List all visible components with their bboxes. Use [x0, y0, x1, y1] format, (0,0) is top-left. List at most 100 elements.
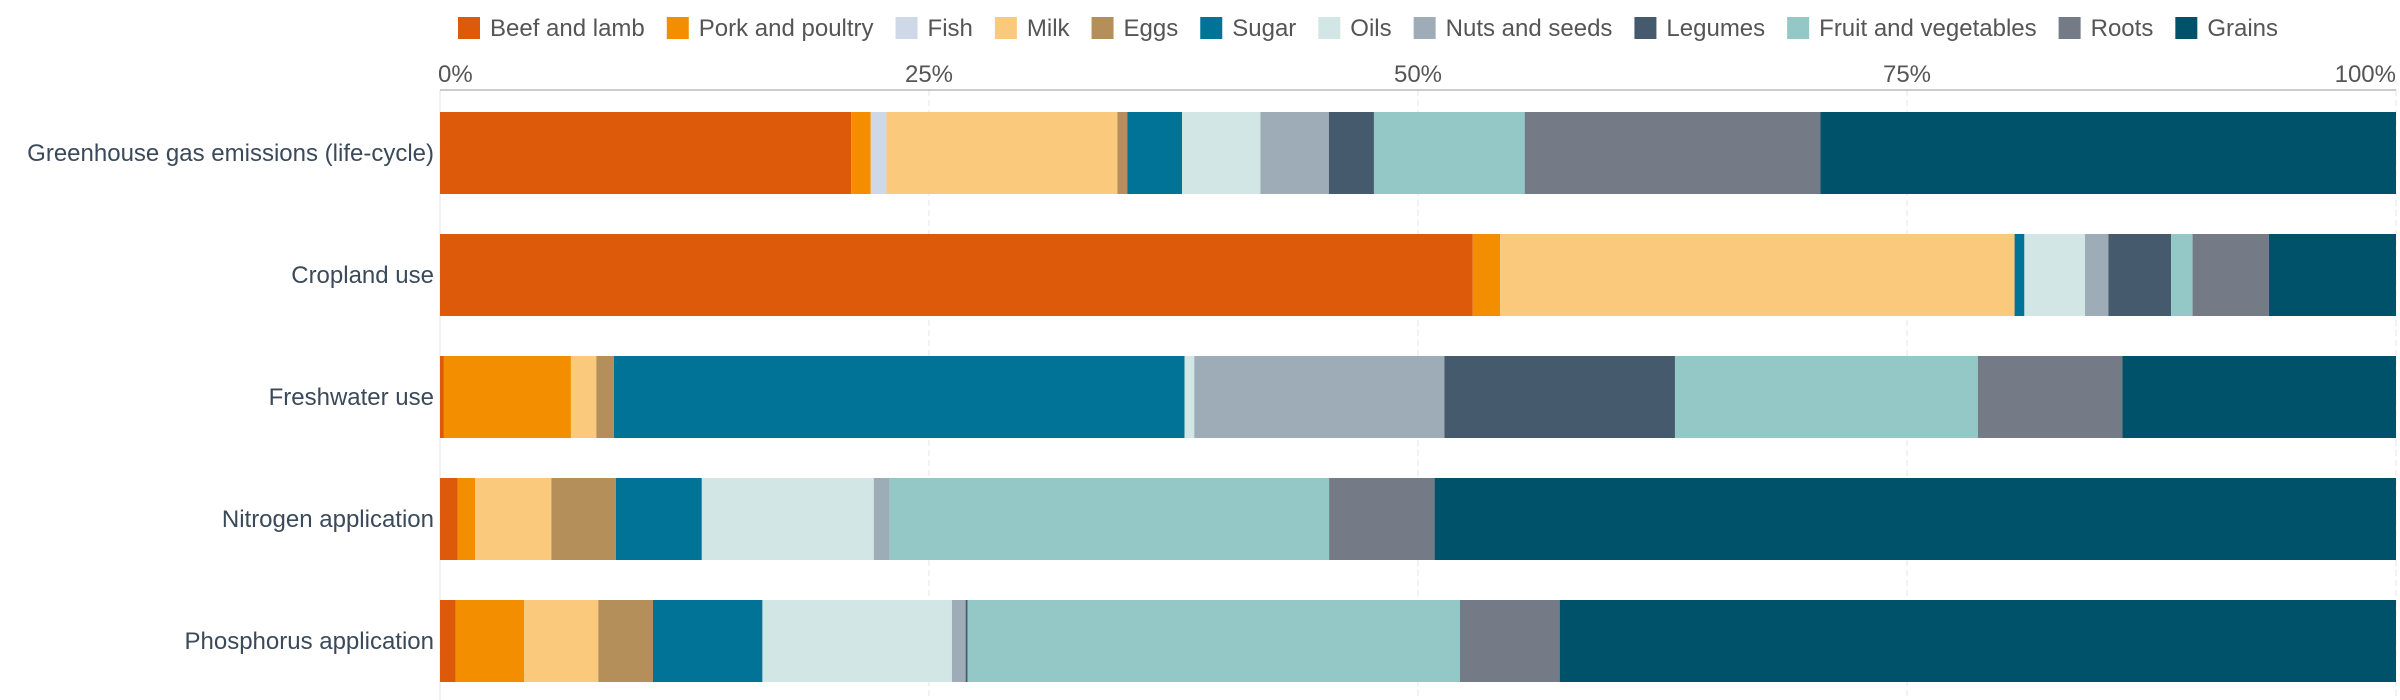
bar-segment[interactable] [2268, 234, 2396, 316]
bar-segment[interactable] [889, 478, 1330, 560]
legend-swatch [994, 17, 1017, 39]
bar-segment[interactable] [870, 112, 887, 194]
legend-label: Legumes [1666, 15, 1765, 42]
bar-segment[interactable] [1260, 112, 1329, 194]
bar-segment[interactable] [570, 356, 597, 438]
bar-segment[interactable] [1328, 112, 1374, 194]
legend-swatch [1787, 17, 1810, 39]
legend-label: Nuts and seeds [1446, 15, 1613, 42]
bar-segment[interactable] [440, 478, 458, 560]
legend-item[interactable]: Pork and poultry [666, 15, 874, 42]
legend-item[interactable]: Oils [1318, 15, 1392, 42]
bar-segment[interactable] [1674, 356, 1978, 438]
legend-swatch [2058, 17, 2081, 39]
row-label: Nitrogen application [222, 506, 434, 533]
legend-label: Sugar [1232, 15, 1296, 42]
bar-segment[interactable] [1434, 478, 2396, 560]
bar-segment[interactable] [443, 356, 571, 438]
legend-swatch [458, 17, 480, 39]
bar-segment[interactable] [2024, 234, 2085, 316]
bar-segment[interactable] [2108, 234, 2172, 316]
legend-swatch [2175, 17, 2198, 39]
bar-segment[interactable] [951, 600, 966, 682]
bar-segment[interactable] [1977, 356, 2123, 438]
bar-segment[interactable] [440, 600, 456, 682]
row-label: Cropland use [291, 262, 434, 289]
legend-item[interactable]: Grains [2175, 15, 2278, 42]
bar-segment[interactable] [2014, 234, 2025, 316]
bar-segment[interactable] [1524, 112, 1821, 194]
legend-item[interactable]: Eggs [1091, 15, 1179, 42]
bar-segment[interactable] [2192, 234, 2269, 316]
legend-label: Roots [2091, 15, 2154, 42]
legend-swatch [1318, 17, 1341, 39]
x-tick-label: 0% [438, 61, 473, 88]
bar-segment[interactable] [1329, 478, 1435, 560]
legend-item[interactable]: Nuts and seeds [1413, 15, 1613, 42]
legend-label: Fish [928, 15, 973, 42]
bar-segment[interactable] [1444, 356, 1675, 438]
bar-segment[interactable] [2171, 234, 2193, 316]
legend-label: Milk [1027, 15, 1071, 42]
legend-item[interactable]: Milk [994, 15, 1071, 42]
bar-segment[interactable] [652, 600, 763, 682]
legend-item[interactable]: Beef and lamb [458, 15, 645, 42]
bar-segment[interactable] [475, 478, 552, 560]
legend-label: Beef and lamb [490, 15, 645, 42]
bar-segment[interactable] [613, 356, 1185, 438]
bar-segment[interactable] [455, 600, 525, 682]
bar-segment[interactable] [1559, 600, 2396, 682]
row-label: Phosphorus application [184, 628, 434, 655]
bar-segment[interactable] [1117, 112, 1128, 194]
bar-segment[interactable] [2122, 356, 2396, 438]
legend-swatch [895, 17, 918, 39]
bar-segment[interactable] [1820, 112, 2396, 194]
x-tick-label: 50% [1394, 61, 1442, 88]
legend-item[interactable]: Legumes [1634, 15, 1765, 42]
legend-item[interactable]: Roots [2058, 15, 2154, 42]
bar-segment[interactable] [615, 478, 702, 560]
row-label: Greenhouse gas emissions (life-cycle) [27, 140, 434, 167]
bar-segment[interactable] [1460, 600, 1560, 682]
legend-swatch [1634, 17, 1657, 39]
legend-label: Fruit and vegetables [1819, 15, 2036, 42]
bar-segment[interactable] [440, 356, 444, 438]
bar-segment[interactable] [851, 112, 871, 194]
bar-segment[interactable] [965, 600, 968, 682]
bar-segment[interactable] [440, 234, 1473, 316]
legend-item[interactable]: Sugar [1200, 15, 1296, 42]
bar-segment[interactable] [598, 600, 653, 682]
bar-segment[interactable] [1194, 356, 1445, 438]
bar-segment[interactable] [457, 478, 476, 560]
legend-label: Eggs [1124, 15, 1179, 42]
bar-segment[interactable] [1127, 112, 1183, 194]
bar-segment[interactable] [1182, 112, 1261, 194]
bar-segment[interactable] [1472, 234, 1501, 316]
x-tick-label: 25% [905, 61, 953, 88]
bar-segment[interactable] [701, 478, 874, 560]
legend-label: Oils [1350, 15, 1391, 42]
bar-segment[interactable] [967, 600, 1461, 682]
bar-segment[interactable] [596, 356, 614, 438]
bar-segment[interactable] [1500, 234, 2015, 316]
legend-swatch [1200, 17, 1223, 39]
x-tick-label: 100% [2335, 61, 2396, 88]
bar-segment[interactable] [2084, 234, 2109, 316]
legend-swatch [1091, 17, 1114, 39]
bar-segment[interactable] [524, 600, 599, 682]
bar-segment[interactable] [1184, 356, 1195, 438]
bar-segment[interactable] [873, 478, 890, 560]
bar-segment[interactable] [762, 600, 952, 682]
legend-swatch [1413, 17, 1436, 39]
x-tick-label: 75% [1883, 61, 1931, 88]
row-label: Freshwater use [269, 384, 434, 411]
bar-segment[interactable] [551, 478, 616, 560]
bar-segment[interactable] [1373, 112, 1525, 194]
legend-swatch [666, 17, 689, 39]
bar-segment[interactable] [440, 112, 852, 194]
legend-item[interactable]: Fruit and vegetables [1787, 15, 2037, 42]
bar-segment[interactable] [886, 112, 1118, 194]
legend-label: Grains [2207, 15, 2278, 42]
legend-item[interactable]: Fish [895, 15, 973, 42]
